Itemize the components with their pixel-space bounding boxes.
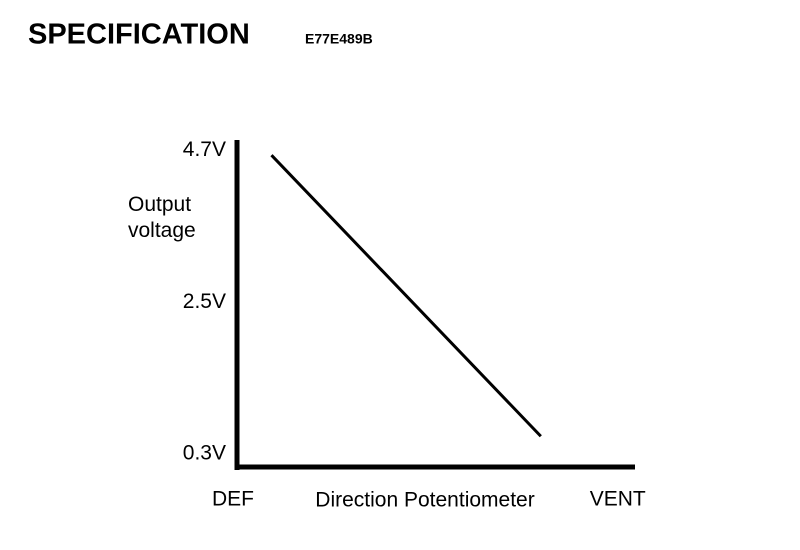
data-line (270, 154, 542, 438)
y-tick-label: 4.7V (183, 138, 226, 161)
x-tick-label: DEF (212, 488, 254, 511)
chart-title: SPECIFICATION (28, 19, 250, 51)
x-tick-label: VENT (590, 488, 646, 511)
y-axis-label: Output voltage (128, 193, 196, 242)
x-axis-label: Direction Potentiometer (315, 489, 534, 512)
chart-subtitle: E77E489B (305, 31, 373, 47)
y-tick-label: 0.3V (183, 442, 226, 465)
y-tick-label: 2.5V (183, 290, 226, 313)
